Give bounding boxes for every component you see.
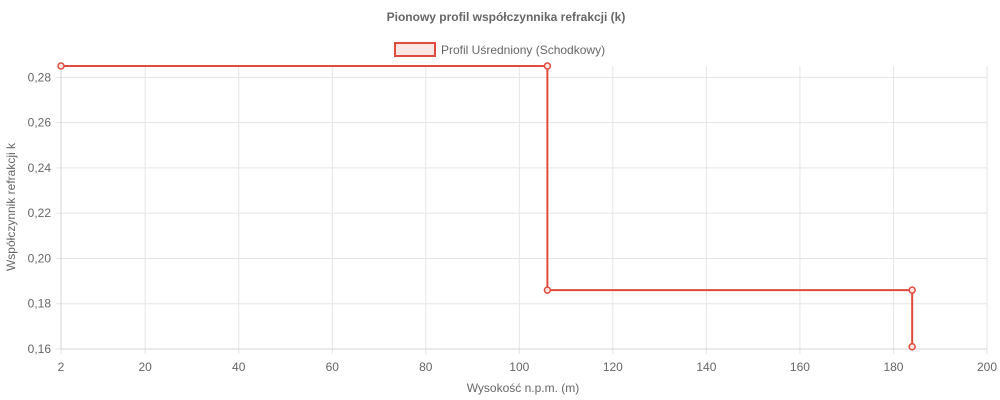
y-tick-label: 0,28 — [28, 70, 52, 84]
x-tick-label: 140 — [696, 360, 716, 374]
data-point[interactable] — [543, 62, 552, 70]
x-tick-label: 200 — [977, 360, 997, 374]
data-point[interactable] — [543, 286, 552, 294]
data-point[interactable] — [908, 286, 916, 294]
x-tick-label: 60 — [326, 360, 340, 374]
y-tick-label: 0,22 — [28, 206, 52, 220]
grid — [56, 66, 988, 354]
y-tick-label: 0,24 — [28, 161, 52, 175]
chart-title: Pionowy profil współczynnika refrakcji (… — [387, 10, 626, 24]
x-tick-label: 2 — [58, 360, 65, 374]
x-tick-label: 120 — [603, 360, 623, 374]
legend-swatch[interactable] — [394, 42, 436, 57]
axes — [60, 66, 987, 350]
legend-label[interactable]: Profil Uśredniony (Schodkowy) — [441, 43, 605, 57]
y-tick-label: 0,26 — [28, 116, 52, 130]
series-line — [61, 65, 914, 347]
y-axis-title: Współczynnik refrakcji k — [4, 142, 18, 271]
series-layer — [57, 62, 916, 351]
x-tick-label: 160 — [790, 360, 810, 374]
y-tick-label: 0,16 — [28, 342, 52, 356]
data-point[interactable] — [908, 342, 916, 351]
x-tick-label: 20 — [139, 360, 153, 374]
x-tick-label: 180 — [883, 360, 903, 374]
tick-labels: 2 20 40 60 80 100 120 140 160 180 200 0,28 0,26 0,24 0… — [28, 70, 998, 374]
x-tick-label: 100 — [509, 360, 529, 374]
y-tick-label: 0,20 — [28, 251, 52, 265]
x-tick-label: 80 — [419, 360, 433, 374]
x-axis-title: Wysokość n.p.m. (m) — [467, 381, 580, 395]
y-tick-label: 0,18 — [28, 297, 52, 311]
data-point[interactable] — [57, 62, 65, 70]
x-tick-label: 40 — [232, 360, 246, 374]
chart-legend[interactable]: Profil Uśredniony (Schodkowy) — [394, 42, 605, 57]
